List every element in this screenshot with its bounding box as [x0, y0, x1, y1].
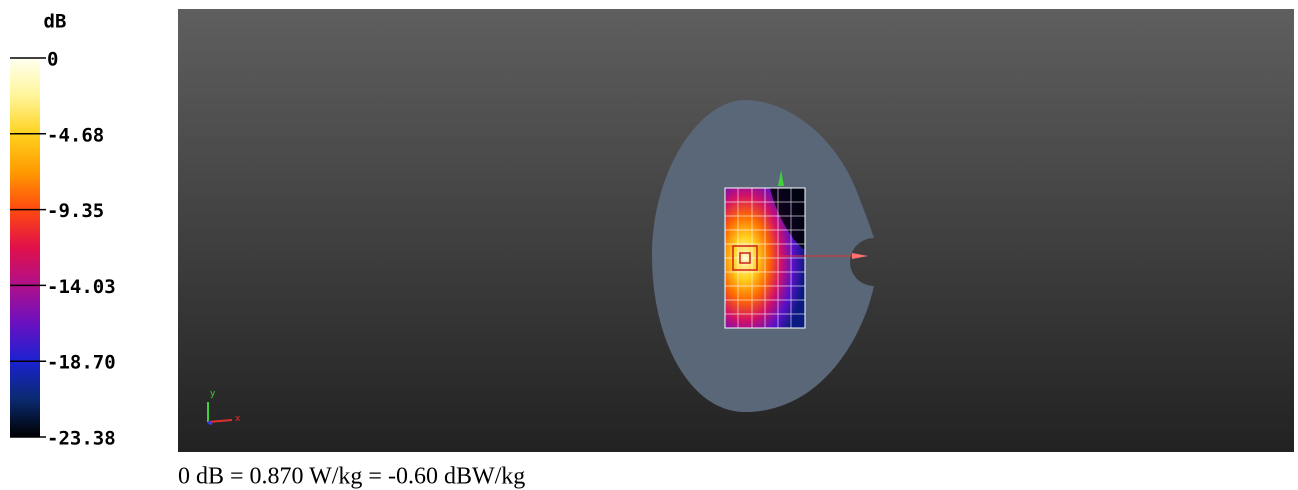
colorbar-label: -14.03: [47, 276, 116, 298]
axis-z: [207, 420, 213, 426]
colorbar-label: -9.35: [47, 200, 104, 222]
colorbar-label: 0: [47, 49, 58, 71]
y-arrow-head: [778, 170, 784, 186]
colorbar-unit: dB: [44, 11, 67, 33]
axis-x: [207, 419, 233, 423]
scan-area: [724, 187, 806, 329]
axis-x-label: x: [235, 414, 241, 424]
x-arrow-head: [852, 253, 868, 259]
colorbar-label: -18.70: [47, 352, 116, 374]
colorbar-label: -23.38: [47, 428, 116, 450]
peak-cube: [739, 252, 751, 264]
axis-y-label: y: [210, 389, 216, 399]
grid: [725, 188, 805, 328]
zoom-cube: [732, 245, 758, 271]
caption: 0 dB = 0.870 W/kg = -0.60 dBW/kg: [178, 464, 525, 490]
colorbar: [10, 58, 40, 437]
colorbar-label: -4.68: [47, 124, 104, 146]
sar-low: [770, 188, 805, 250]
